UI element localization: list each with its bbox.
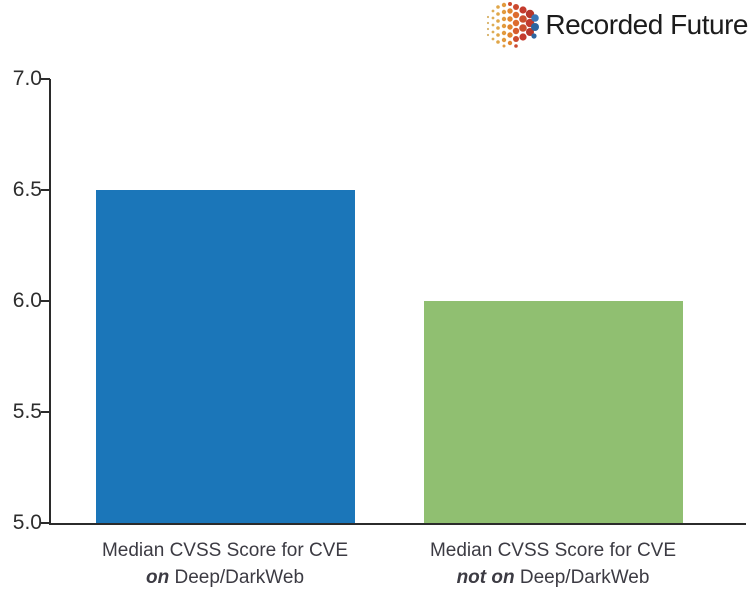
x-axis-line bbox=[49, 523, 746, 525]
x-category-label-line1: Median CVSS Score for CVE bbox=[429, 540, 677, 561]
bar-1 bbox=[424, 301, 683, 523]
y-tick-mark bbox=[41, 411, 50, 413]
y-tick-mark bbox=[41, 78, 50, 80]
x-category-label-0: Median CVSS Score for CVE on Deep/DarkWeb bbox=[65, 537, 385, 591]
y-tick-label: 7.0 bbox=[12, 67, 42, 90]
recorded-future-logo-text: Recorded Future bbox=[545, 9, 748, 40]
y-tick-mark bbox=[41, 189, 50, 191]
x-category-label-line2: not on Deep/DarkWeb bbox=[456, 567, 650, 588]
y-axis-line bbox=[49, 79, 51, 525]
y-tick-label: 5.0 bbox=[12, 511, 42, 534]
x-category-label-emphasis: not on bbox=[456, 567, 515, 588]
y-tick-label: 5.5 bbox=[12, 400, 42, 423]
y-tick-label: 6.0 bbox=[12, 289, 42, 312]
y-tick-mark bbox=[41, 522, 50, 524]
y-tick-mark bbox=[41, 300, 50, 302]
x-category-label-line2: on Deep/DarkWeb bbox=[145, 567, 305, 588]
bar-0 bbox=[96, 190, 355, 523]
recorded-future-logo: Recorded Future bbox=[484, 0, 748, 50]
x-category-label-emphasis: on bbox=[145, 567, 170, 588]
y-tick-label: 6.5 bbox=[12, 178, 42, 201]
recorded-future-logo-icon bbox=[484, 1, 540, 49]
x-category-label-1: Median CVSS Score for CVE not on Deep/Dar… bbox=[393, 537, 713, 591]
x-category-label-line1: Median CVSS Score for CVE bbox=[101, 540, 349, 561]
